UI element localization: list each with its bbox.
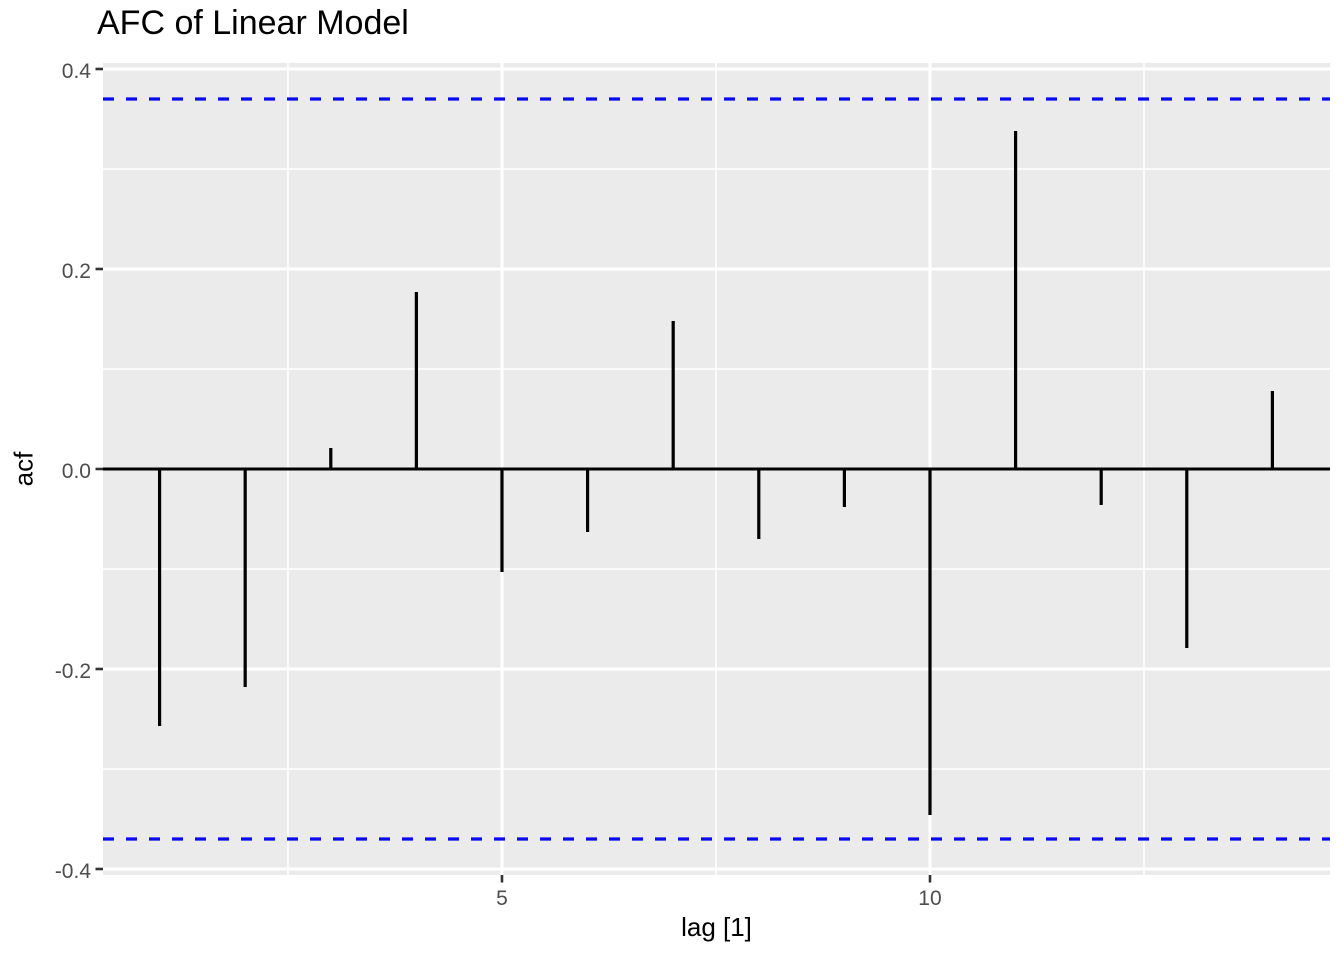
y-tick-label: 0.0: [61, 460, 91, 483]
plot-title: AFC of Linear Model: [97, 4, 409, 42]
x-tick-label: 10: [918, 887, 942, 910]
y-tick-label: -0.4: [54, 860, 91, 883]
x-tick-label: 5: [496, 887, 508, 910]
y-tick-label: 0.2: [61, 260, 91, 283]
y-tick-label: 0.4: [61, 60, 91, 83]
y-tick-label: -0.2: [54, 660, 91, 683]
x-axis-label: lag [1]: [681, 912, 752, 942]
